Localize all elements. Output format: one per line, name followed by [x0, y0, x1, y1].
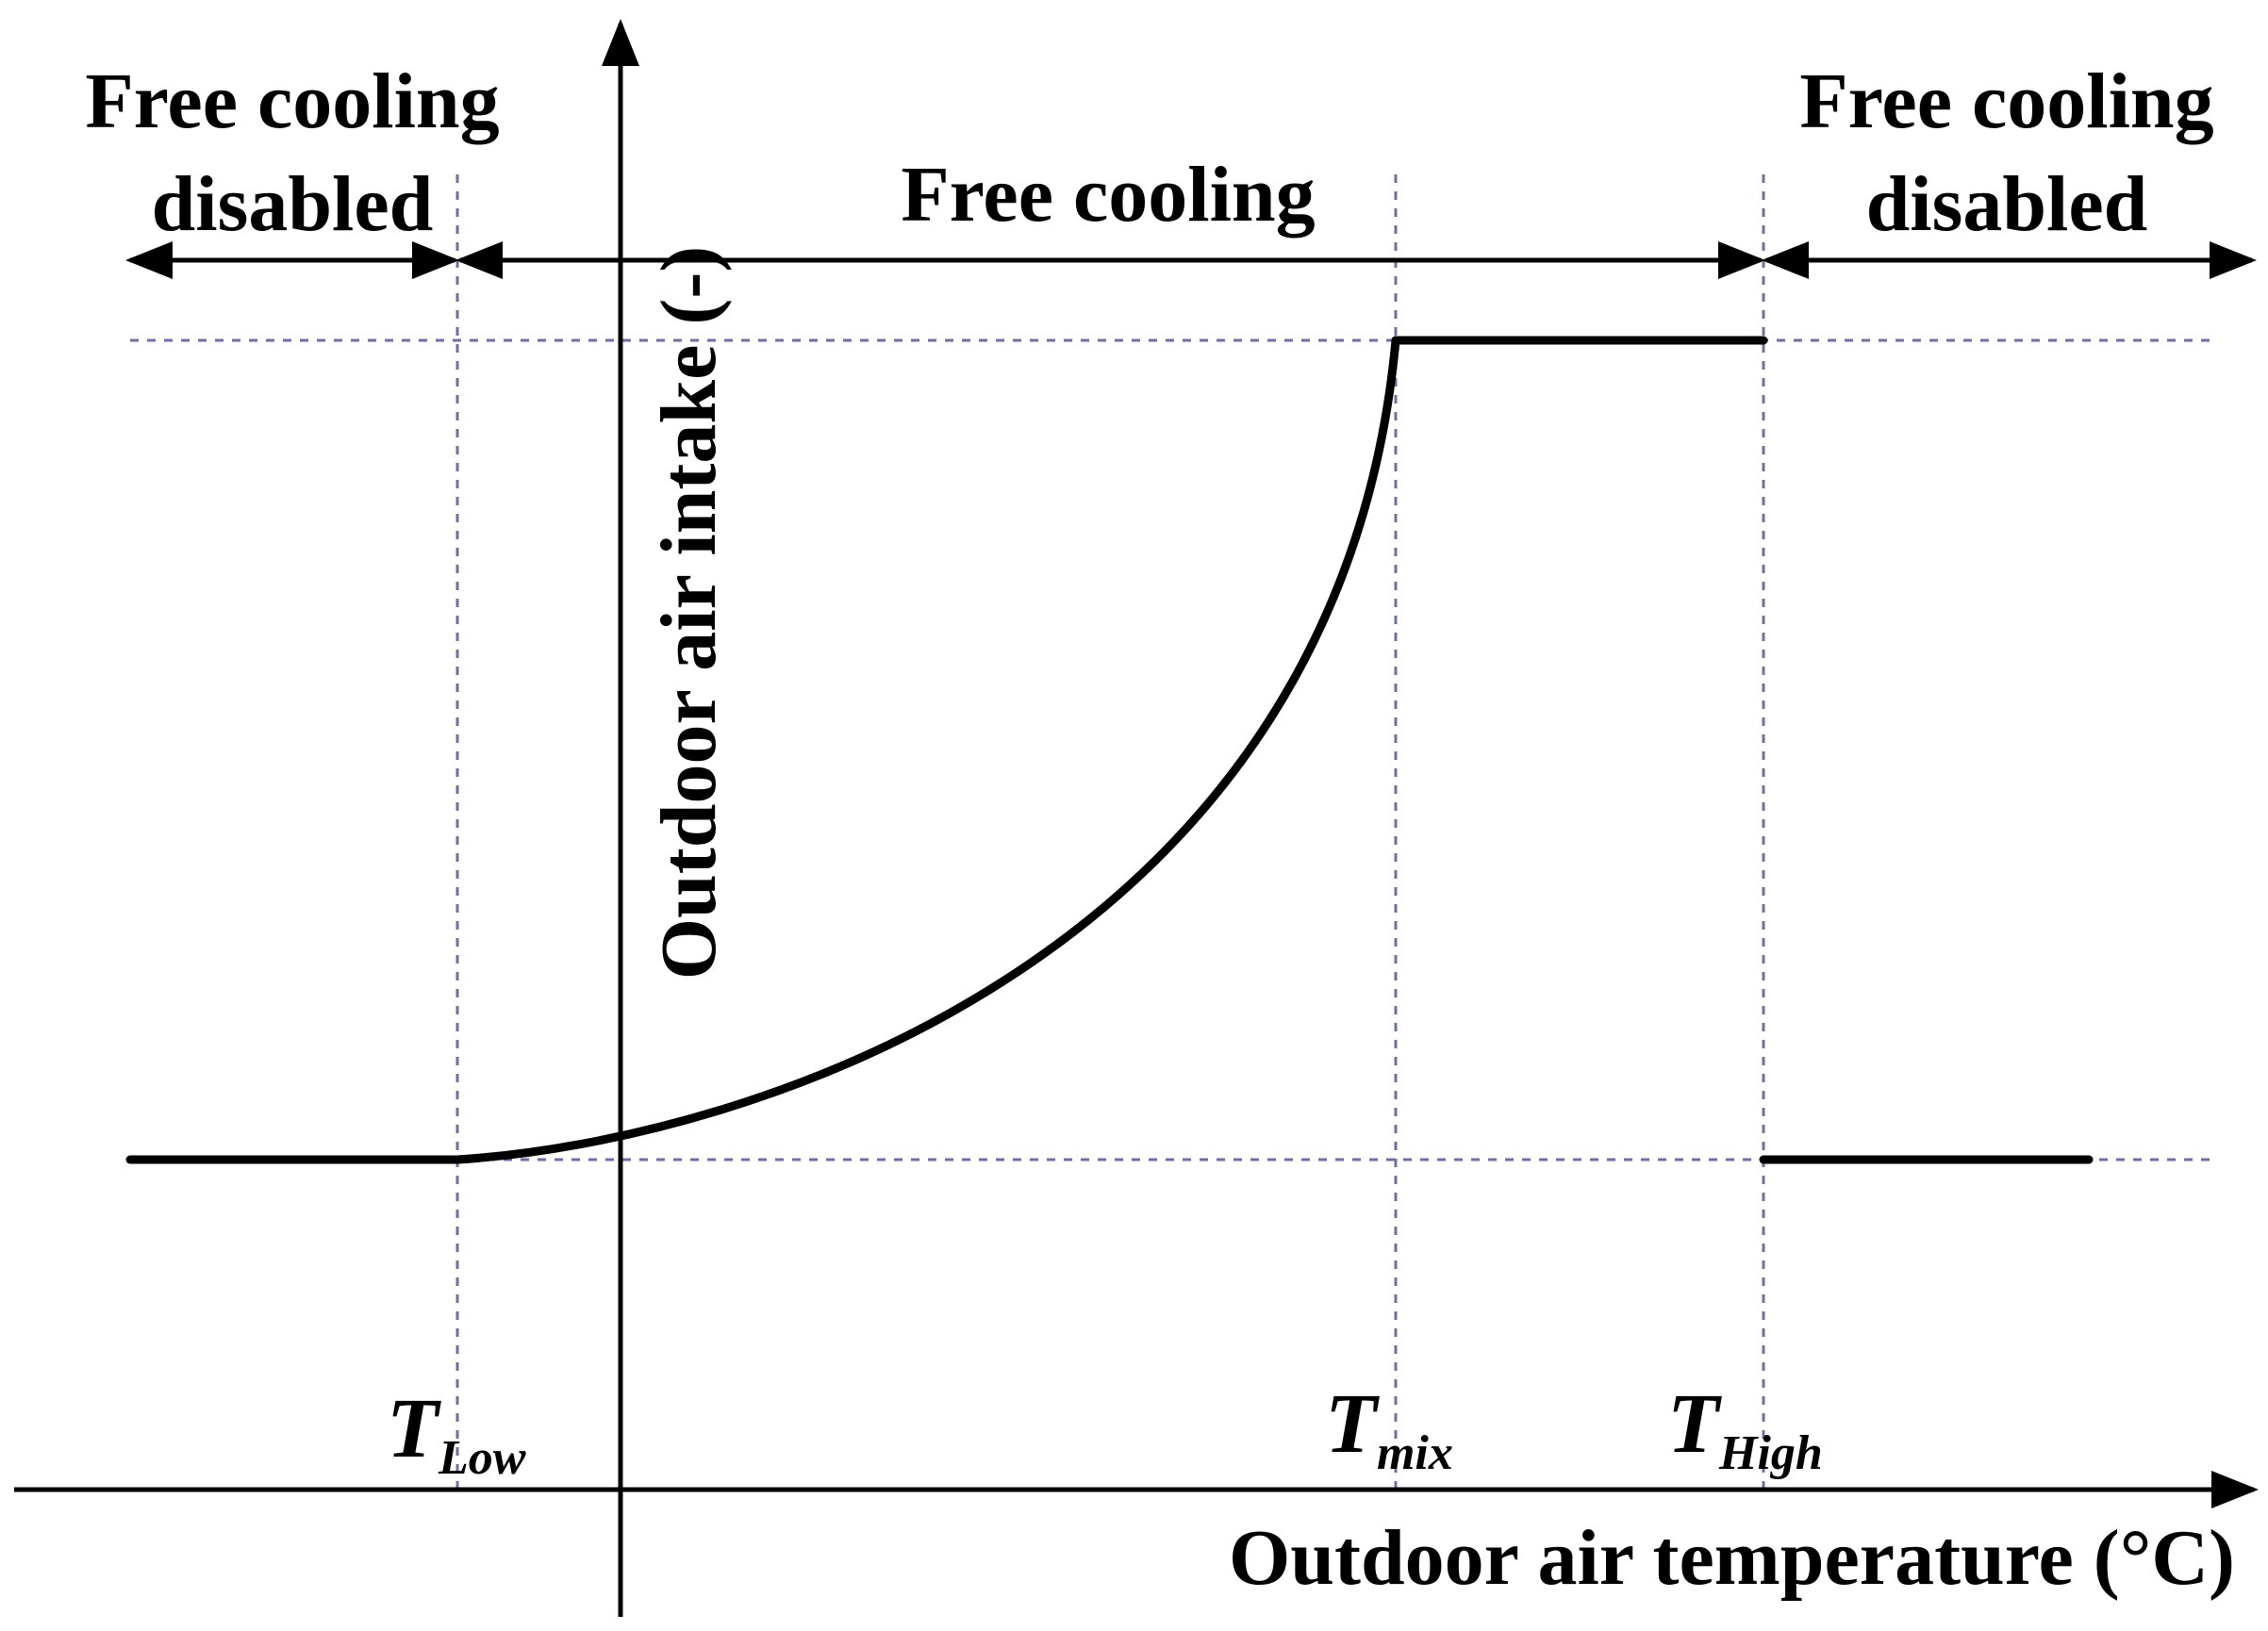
threshold-t-low-label: TLow: [387, 1382, 526, 1485]
curve-rising: [453, 336, 1400, 1164]
intake-curve: [125, 336, 2094, 1164]
zone-left-label-line1: Free cooling: [85, 58, 499, 145]
zone-right-label-line2: disabled: [1866, 160, 2148, 248]
y-axis-label: Outdoor air intake (-): [645, 246, 733, 980]
threshold-t-mix-symbol: T: [1325, 1377, 1380, 1471]
x-axis-label: Outdoor air temperature (°C): [1229, 1514, 2235, 1602]
threshold-t-mix-label: Tmix: [1325, 1377, 1453, 1480]
threshold-t-high-label: THigh: [1667, 1377, 1823, 1480]
zone-left-label-line2: disabled: [152, 160, 434, 248]
guide-lines: [130, 174, 2216, 1494]
zone-right-label-line1: Free cooling: [1799, 58, 2213, 145]
threshold-t-low-subscript: Low: [438, 1431, 526, 1485]
threshold-t-mix-subscript: mix: [1377, 1426, 1453, 1480]
threshold-t-low-symbol: T: [387, 1382, 441, 1475]
threshold-t-high-symbol: T: [1667, 1377, 1722, 1471]
zone-middle-label: Free cooling: [901, 151, 1315, 239]
threshold-t-high-subscript: High: [1718, 1426, 1823, 1480]
